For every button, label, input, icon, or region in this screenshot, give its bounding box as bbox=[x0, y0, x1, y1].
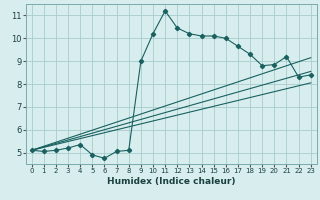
X-axis label: Humidex (Indice chaleur): Humidex (Indice chaleur) bbox=[107, 177, 236, 186]
